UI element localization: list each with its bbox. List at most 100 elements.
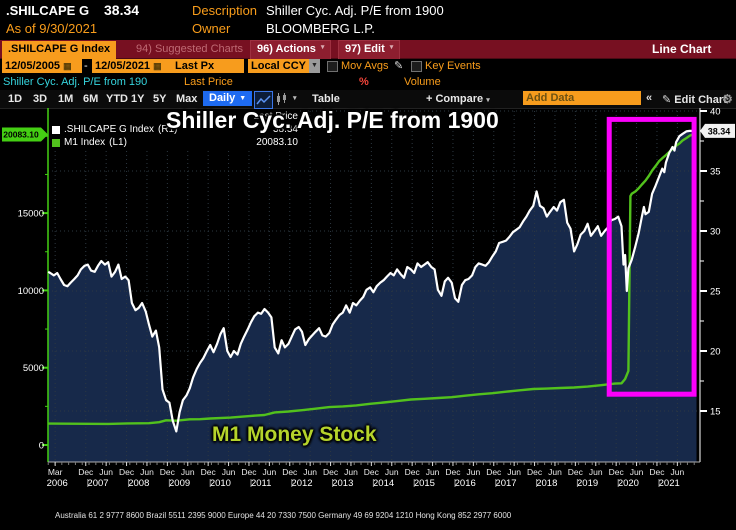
range-3d[interactable]: 3D xyxy=(33,93,48,105)
range-1m[interactable]: 1M xyxy=(58,93,74,105)
svg-text:2016: 2016 xyxy=(455,478,476,489)
owner-value: BLOOMBERG L.P. xyxy=(266,21,375,36)
collapse-icon[interactable]: « xyxy=(646,92,653,104)
actions-label: 96) Actions xyxy=(257,43,316,55)
svg-text:Dec: Dec xyxy=(445,467,461,477)
range-5y[interactable]: 5Y xyxy=(153,93,167,105)
mov-avgs-label: Mov Avgs xyxy=(341,60,389,72)
svg-text:Dec: Dec xyxy=(323,467,339,477)
security-last-price: 38.34 xyxy=(104,2,140,18)
menu-actions[interactable]: 96) Actions ▾ xyxy=(250,40,332,59)
svg-text:Dec: Dec xyxy=(649,467,665,477)
pencil-icon[interactable]: ✎ xyxy=(394,60,404,72)
chevron-down-icon: ▼ xyxy=(239,95,247,102)
svg-text:2017: 2017 xyxy=(495,478,516,489)
view-mode-label: Line Chart xyxy=(652,42,712,56)
range-ytd[interactable]: YTD xyxy=(106,93,128,105)
add-data-input[interactable]: Add Data xyxy=(523,91,641,105)
svg-text:Jun: Jun xyxy=(630,467,644,477)
chevron-down-icon: ▾ xyxy=(320,44,325,51)
range-6m[interactable]: 6M xyxy=(83,93,99,105)
study-row: Shiller Cyc. Adj. P/E from 190 Last Pric… xyxy=(0,75,736,90)
edit-label: 97) Edit xyxy=(345,43,385,55)
svg-text:2021: 2021 xyxy=(659,478,680,489)
price-type-label: Last Price xyxy=(184,76,233,88)
date-from-input[interactable]: 12/05/2005 ▦ xyxy=(2,59,82,73)
edit-chart-label: Edit Chart xyxy=(674,94,727,106)
svg-text:2014: 2014 xyxy=(373,478,394,489)
svg-text:Jun: Jun xyxy=(140,467,154,477)
range-1y[interactable]: 1Y xyxy=(131,93,145,105)
gear-icon[interactable]: ⚙ xyxy=(722,92,733,106)
menu-suggested-charts[interactable]: 94) Suggested Charts xyxy=(136,43,244,55)
menu-edit[interactable]: 97) Edit ▾ xyxy=(338,40,401,59)
svg-text:Dec: Dec xyxy=(119,467,135,477)
svg-text:Jun: Jun xyxy=(548,467,562,477)
svg-text:20083.10: 20083.10 xyxy=(3,130,39,140)
description-value: Shiller Cyc. Adj. P/E from 1900 xyxy=(266,3,444,18)
legend-item-m1[interactable]: M1 Index (L1) 20083.10 xyxy=(52,136,298,149)
svg-text:Jun: Jun xyxy=(99,467,113,477)
svg-text:Jun: Jun xyxy=(263,467,277,477)
svg-text:38.34: 38.34 xyxy=(708,126,731,136)
add-data-placeholder: Add Data xyxy=(526,92,575,104)
line-chart-icon[interactable] xyxy=(254,91,273,109)
chart-type-dropdown-icon[interactable]: ▾ xyxy=(293,95,297,102)
svg-text:2011: 2011 xyxy=(251,478,271,489)
svg-text:Jun: Jun xyxy=(589,467,603,477)
svg-text:2006: 2006 xyxy=(47,478,68,489)
chevron-down-icon: ▾ xyxy=(486,97,490,104)
svg-text:2009: 2009 xyxy=(169,478,190,489)
series-swatch-green xyxy=(52,138,60,147)
svg-text:Dec: Dec xyxy=(568,467,584,477)
svg-text:2013: 2013 xyxy=(332,478,353,489)
volume-label[interactable]: Volume xyxy=(404,76,441,88)
svg-text:2012: 2012 xyxy=(291,478,312,489)
currency-dropdown-button[interactable]: ▼ xyxy=(309,59,320,73)
security-ticker: .SHILCAPE G xyxy=(6,3,90,18)
range-1d[interactable]: 1D xyxy=(8,93,23,105)
chart-title-annotation: Shiller Cyc. Adj. P/E from 1900 xyxy=(166,107,499,133)
compare-label: + Compare xyxy=(426,93,484,105)
chart-legend: Last Price .SHILCAPE G Index (R1) 38.34 … xyxy=(50,110,300,150)
svg-text:2007: 2007 xyxy=(87,478,108,489)
price-chart[interactable]: 0 5000 10000 15000 15 20 25 30 35 40 Mar Dec Jun Dec J… xyxy=(0,108,736,490)
study-title: Shiller Cyc. Adj. P/E from 190 xyxy=(3,76,148,88)
chevron-down-icon: ▾ xyxy=(389,44,394,51)
date-to-input[interactable]: 12/05/2021 ▦ xyxy=(92,59,172,73)
range-max[interactable]: Max xyxy=(176,93,198,105)
svg-text:2019: 2019 xyxy=(577,478,598,489)
key-events-checkbox[interactable] xyxy=(411,61,422,72)
svg-text:Dec: Dec xyxy=(609,467,625,477)
menu-bar: .SHILCAPE G Index 94) Suggested Charts 9… xyxy=(0,40,736,59)
range-tab-bar: 1D 3D 1M 6M YTD 1Y 5Y Max Daily ▼ ▾ Tabl… xyxy=(0,90,736,109)
svg-text:20: 20 xyxy=(710,347,721,358)
legend-name: .SHILCAPE G Index xyxy=(64,124,155,135)
edit-chart-button[interactable]: ✎ Edit Chart xyxy=(662,93,727,106)
svg-text:Jun: Jun xyxy=(181,467,195,477)
svg-text:15000: 15000 xyxy=(18,209,44,220)
mov-avgs-checkbox[interactable] xyxy=(327,61,338,72)
currency-value: Local CCY xyxy=(251,60,307,72)
owner-label: Owner xyxy=(192,21,231,36)
svg-text:Dec: Dec xyxy=(241,467,257,477)
compare-button[interactable]: + Compare ▾ xyxy=(426,93,490,105)
candlestick-icon[interactable] xyxy=(275,92,288,106)
svg-text:Jun: Jun xyxy=(385,467,399,477)
percent-toggle[interactable]: % xyxy=(359,76,369,88)
asof-row: As of 9/30/2021 Owner BLOOMBERG L.P. xyxy=(0,19,736,37)
svg-text:Dec: Dec xyxy=(486,467,502,477)
legend-item-shilcape[interactable]: .SHILCAPE G Index (R1) 38.34 xyxy=(52,123,298,136)
svg-text:Jun: Jun xyxy=(507,467,521,477)
period-select[interactable]: Daily ▼ xyxy=(203,91,253,106)
svg-text:Jun: Jun xyxy=(303,467,317,477)
table-button[interactable]: Table xyxy=(312,93,340,105)
price-field-select[interactable]: Last Px xyxy=(172,59,244,73)
legend-axis: (L1) xyxy=(109,137,127,148)
svg-text:10000: 10000 xyxy=(18,286,44,297)
date-from-value: 12/05/2005 xyxy=(5,60,61,72)
svg-text:Dec: Dec xyxy=(201,467,217,477)
security-tab[interactable]: .SHILCAPE G Index xyxy=(2,41,117,59)
currency-select[interactable]: Local CCY xyxy=(248,59,312,73)
